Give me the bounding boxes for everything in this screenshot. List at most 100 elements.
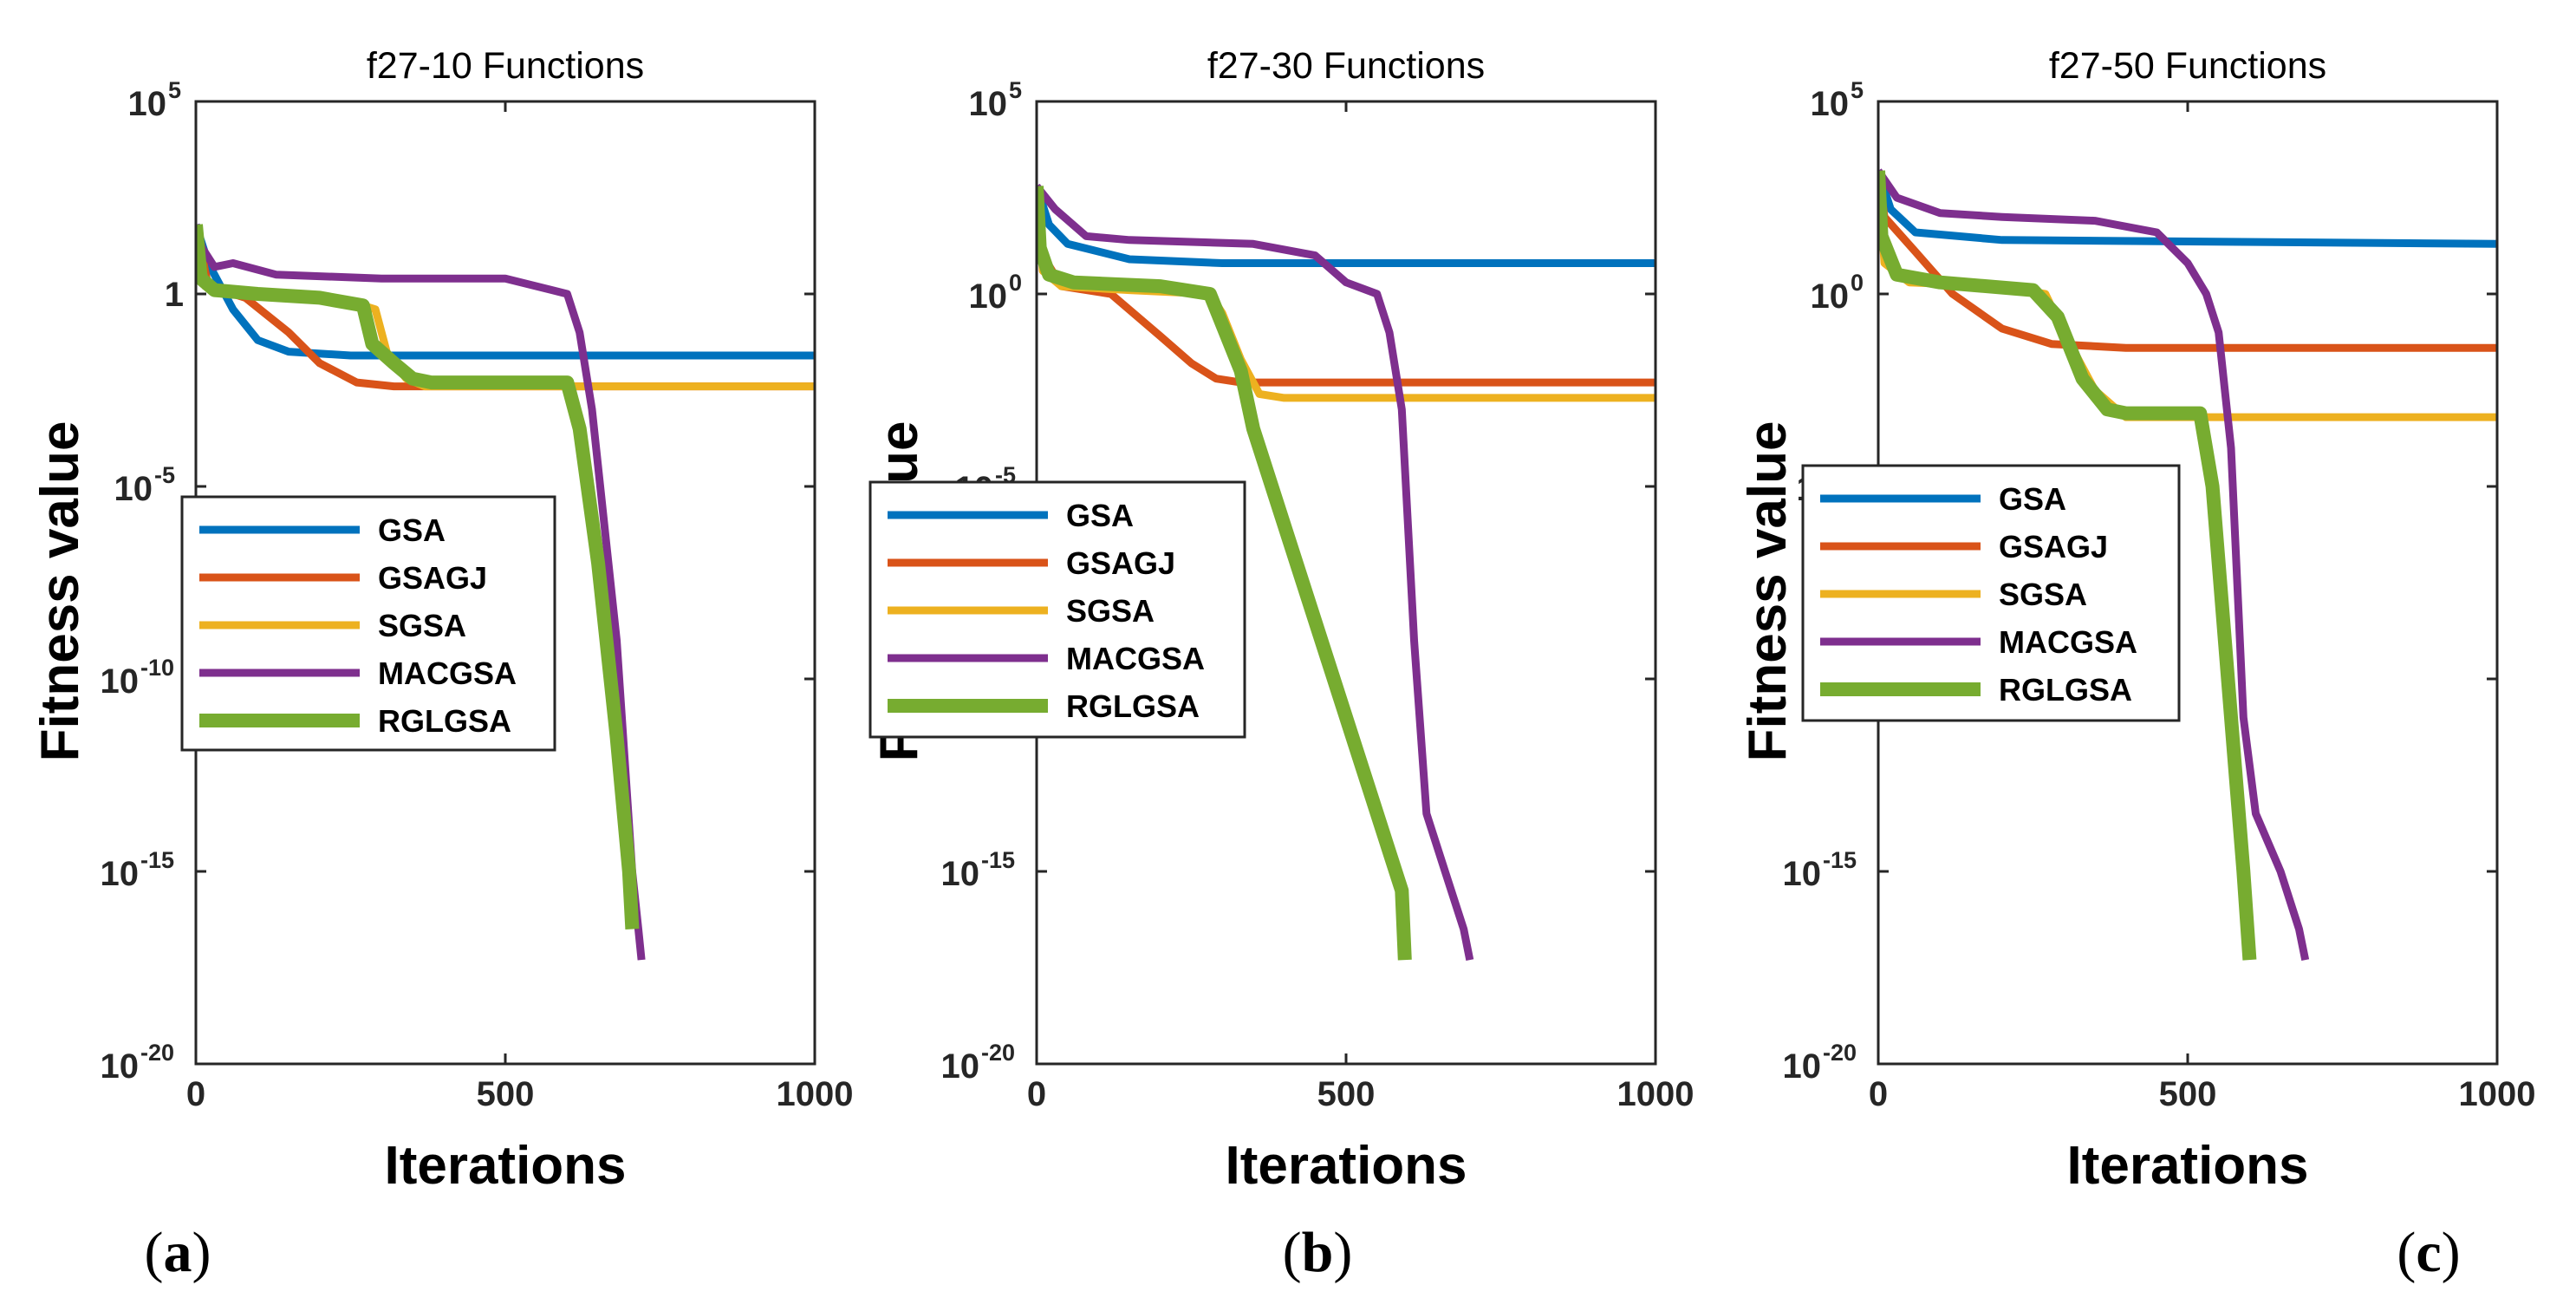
series-line-rglgsa: [1037, 186, 1412, 961]
series-line-sgsa: [196, 224, 815, 391]
series-line-rglgsa: [1878, 170, 2257, 961]
x-axis-label: Iterations: [384, 1136, 626, 1196]
y-tick-base: 10: [969, 85, 1008, 123]
panel-paren-open: (: [1283, 1221, 1302, 1284]
x-axis-label: Iterations: [1225, 1136, 1467, 1196]
y-tick-label: 10 0: [969, 270, 1023, 316]
y-tick-exponent: 0: [1851, 270, 1864, 296]
legend-label-macgsa: MACGSA: [378, 656, 517, 691]
x-tick-label: 0: [1027, 1075, 1046, 1113]
series-line-gsagj: [196, 224, 815, 391]
series-group: [1878, 168, 2497, 961]
y-tick-exponent: 5: [1009, 77, 1022, 103]
y-tick-label: 10 5: [969, 77, 1023, 123]
y-tick-base: 10: [1811, 277, 1850, 316]
x-tick-label: 500: [477, 1075, 535, 1113]
y-tick-label: 10 -20: [1783, 1040, 1857, 1086]
series-line-sgsa: [1878, 170, 2497, 421]
panel-paren-close: ): [1333, 1221, 1352, 1284]
legend-label-gsagj: GSAGJ: [1066, 545, 1175, 581]
legend: GSA GSAGJ SGSA MACGSA RGLGSA: [868, 480, 1246, 739]
y-tick-label: 10-5: [114, 462, 176, 508]
y-tick-exponent: -20: [1823, 1040, 1857, 1066]
legend-label-sgsa: SGSA: [378, 608, 466, 643]
y-tick-exponent: 5: [168, 77, 181, 103]
y-tick-base: 10: [941, 855, 980, 893]
x-tick-label: 500: [2159, 1075, 2217, 1113]
legend: GSA GSAGJ SGSA MACGSA RGLGSA: [1801, 464, 2181, 722]
legend-label-gsa: GSA: [378, 512, 446, 548]
legend-label-macgsa: MACGSA: [1999, 624, 2137, 660]
y-tick-exponent: -20: [981, 1040, 1015, 1066]
series-line-rglgsa: [196, 224, 640, 930]
legend-label-rglgsa: RGLGSA: [378, 703, 511, 739]
y-tick-base: 10: [969, 277, 1008, 316]
legend-label-sgsa: SGSA: [1066, 593, 1155, 629]
series-line-gsa: [1037, 185, 1656, 267]
y-tick-base: 10: [101, 662, 140, 701]
y-tick-exponent: -20: [140, 1040, 174, 1066]
y-axis-label: Fitness value: [1738, 421, 1798, 762]
panel-label: (b): [1283, 1221, 1353, 1284]
legend-label-gsagj: GSAGJ: [1999, 529, 2108, 564]
y-tick-base: 10: [1811, 85, 1850, 123]
y-tick-label: 10 -20: [101, 1040, 175, 1086]
y-tick-label: 10 5: [1811, 77, 1864, 123]
y-tick-label: 10 -15: [941, 847, 1016, 893]
panel-paren-open: (: [145, 1221, 164, 1284]
panel-label: (a): [145, 1221, 211, 1284]
y-tick-exponent: -15: [981, 847, 1015, 873]
legend-label-gsa: GSA: [1999, 481, 2066, 517]
panel-letter: b: [1302, 1221, 1334, 1284]
legend-label-sgsa: SGSA: [1999, 577, 2087, 612]
panel-letter: c: [2416, 1221, 2441, 1284]
legend: GSA GSAGJ SGSA MACGSA RGLGSA: [180, 495, 556, 752]
y-tick-base: 10: [101, 855, 140, 893]
y-tick-exponent: -5: [154, 462, 175, 488]
legend-label-rglgsa: RGLGSA: [1066, 688, 1200, 724]
series-line-gsa: [1878, 169, 2497, 248]
y-tick-exponent: -15: [140, 847, 174, 873]
panel-paren-open: (: [2397, 1221, 2416, 1284]
series-group: [1037, 183, 1656, 961]
x-axis-label: Iterations: [2066, 1136, 2308, 1196]
x-tick-label: 1000: [2459, 1075, 2536, 1113]
series-line-macgsa: [1037, 183, 1474, 961]
y-tick-label: 10 0: [1811, 270, 1864, 316]
y-tick-exponent: -10: [140, 655, 174, 681]
series-line-gsagj: [1878, 170, 2497, 352]
series-group: [196, 223, 815, 961]
series-line-macgsa: [1878, 168, 2310, 961]
chart-title: f27-30 Functions: [1207, 45, 1485, 87]
x-tick-label: 500: [1317, 1075, 1376, 1113]
y-tick-label: 10 5: [128, 77, 182, 123]
series-line-sgsa: [1037, 186, 1656, 402]
legend-label-gsagj: GSAGJ: [378, 560, 487, 596]
legend-label-gsa: GSA: [1066, 498, 1134, 533]
legend-label-rglgsa: RGLGSA: [1999, 672, 2132, 708]
y-axis-label: Fitness value: [30, 421, 90, 762]
panel-label: (c): [2397, 1221, 2460, 1284]
y-tick-base: 10: [128, 85, 167, 123]
y-tick-base: 10: [1783, 855, 1822, 893]
y-tick-base: 10: [114, 470, 153, 508]
y-tick-exponent: 5: [1851, 77, 1864, 103]
panel-paren-close: ): [2442, 1221, 2461, 1284]
x-tick-label: 0: [1869, 1075, 1888, 1113]
y-tick-exponent: 0: [1009, 270, 1022, 296]
legend-label-macgsa: MACGSA: [1066, 641, 1205, 676]
y-tick-base: 10: [1783, 1047, 1822, 1086]
x-tick-label: 0: [186, 1075, 205, 1113]
panel-paren-close: ): [192, 1221, 211, 1284]
panel-letter: a: [164, 1221, 192, 1284]
chart-title: f27-50 Functions: [2049, 45, 2326, 87]
y-tick-label: 10 -15: [1783, 847, 1857, 893]
y-tick-base: 10: [101, 1047, 140, 1086]
x-tick-label: 1000: [777, 1075, 854, 1113]
y-tick-label: 1: [165, 276, 184, 314]
y-tick-label: 10 -20: [941, 1040, 1016, 1086]
chart-panel-b: 0500100010510010-510-1010-1510-20f27-30 …: [868, 45, 1694, 1284]
